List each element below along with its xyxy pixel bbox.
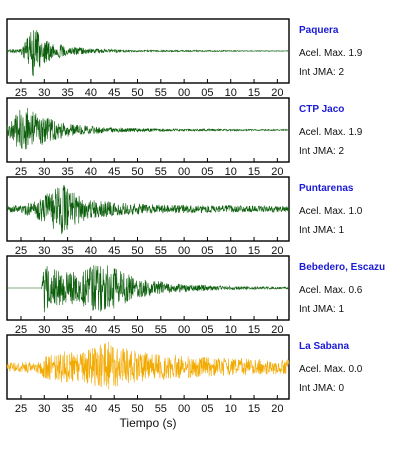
max-acceleration: Acel. Max. 1.9: [299, 48, 363, 59]
x-tick-label: 05: [201, 403, 213, 415]
x-tick-label: 15: [248, 403, 260, 415]
max-acceleration: Acel. Max. 1.0: [299, 206, 363, 217]
x-tick-label: 35: [61, 166, 73, 178]
x-tick-label: 55: [155, 166, 167, 178]
x-tick-label: 10: [225, 166, 237, 178]
x-tick-label: 40: [85, 87, 97, 99]
x-tick-label: 30: [38, 87, 50, 99]
x-tick-label: 30: [38, 324, 50, 336]
x-tick-label: 45: [108, 403, 120, 415]
x-tick-label: 50: [131, 403, 143, 415]
x-tick-label: 05: [201, 324, 213, 336]
x-tick-label: 25: [15, 245, 27, 257]
x-tick-label: 25: [15, 87, 27, 99]
x-tick-label: 10: [225, 324, 237, 336]
jma-intensity: Int JMA: 0: [299, 383, 344, 394]
waveform-trace: [6, 107, 290, 150]
jma-intensity: Int JMA: 2: [299, 146, 344, 157]
x-tick-label: 50: [131, 245, 143, 257]
max-acceleration: Acel. Max. 0.6: [299, 285, 363, 296]
x-tick-label: 15: [248, 166, 260, 178]
x-tick-label: 55: [155, 87, 167, 99]
x-tick-label: 40: [85, 166, 97, 178]
x-tick-label: 55: [155, 403, 167, 415]
waveform-trace: [7, 265, 290, 313]
waveform-trace: [6, 30, 290, 77]
x-tick-label: 20: [271, 324, 283, 336]
x-tick-label: 05: [201, 87, 213, 99]
x-tick-label: 05: [201, 166, 213, 178]
x-tick-label: 10: [225, 245, 237, 257]
x-tick-label: 50: [131, 87, 143, 99]
x-tick-label: 00: [178, 403, 190, 415]
x-tick-label: 45: [108, 166, 120, 178]
station-name: La Sabana: [299, 341, 349, 352]
x-tick-label: 35: [61, 324, 73, 336]
panel-2: 25 30 35 40 45 50 55 00 05 10 15 20 CTP Jaco Acel. Ma…: [6, 97, 363, 178]
x-tick-label: 40: [85, 245, 97, 257]
panel-1: 25 30 35 40 45 50 55 00 05 10 15 20 Paquera Acel. Max…: [6, 18, 363, 99]
panel-3: 25 30 35 40 45 50 55 00 05 10 15 20 Puntarenas Acel. …: [6, 176, 363, 257]
max-acceleration: Acel. Max. 1.9: [299, 127, 363, 138]
x-tick-label: 10: [225, 87, 237, 99]
x-tick-label: 15: [248, 87, 260, 99]
x-tick-label: 30: [38, 403, 50, 415]
x-tick-label: 30: [38, 166, 50, 178]
jma-intensity: Int JMA: 1: [299, 304, 344, 315]
x-tick-label: 35: [61, 403, 73, 415]
panel-4: 25 30 35 40 45 50 55 00 05 10 15 20 Bebedero, Escazu…: [6, 255, 385, 336]
x-tick-label: 00: [178, 87, 190, 99]
x-tick-label: 20: [271, 166, 283, 178]
x-tick-label: 45: [108, 324, 120, 336]
x-tick-label: 20: [271, 245, 283, 257]
x-tick-label: 20: [271, 403, 283, 415]
x-tick-label: 45: [108, 245, 120, 257]
x-tick-label: 35: [61, 87, 73, 99]
x-tick-label: 40: [85, 403, 97, 415]
x-tick-label: 20: [271, 87, 283, 99]
station-name: Puntarenas: [299, 183, 354, 194]
x-tick-label: 40: [85, 324, 97, 336]
jma-intensity: Int JMA: 1: [299, 225, 344, 236]
x-tick-label: 45: [108, 87, 120, 99]
x-tick-label: 55: [155, 245, 167, 257]
x-tick-label: 25: [15, 403, 27, 415]
x-tick-label: 00: [178, 245, 190, 257]
jma-intensity: Int JMA: 2: [299, 67, 344, 78]
waveform-trace: [6, 184, 290, 235]
x-tick-label: 25: [15, 324, 27, 336]
max-acceleration: Acel. Max. 0.0: [299, 364, 363, 375]
x-tick-label: 50: [131, 166, 143, 178]
x-tick-label: 10: [225, 403, 237, 415]
station-name: CTP Jaco: [299, 104, 344, 115]
x-tick-label: 50: [131, 324, 143, 336]
panel-frame: [6, 176, 290, 242]
x-tick-label: 00: [178, 166, 190, 178]
x-tick-label: 55: [155, 324, 167, 336]
station-name: Paquera: [299, 25, 339, 36]
x-tick-label: 25: [15, 166, 27, 178]
x-tick-label: 30: [38, 245, 50, 257]
panel-5: 25 30 35 40 45 50 55 00 05 10 15 20 La Sabana Acel. M…: [6, 334, 363, 415]
x-tick-label: 15: [248, 245, 260, 257]
x-tick-label: 05: [201, 245, 213, 257]
x-tick-label: 15: [248, 324, 260, 336]
x-axis-title: Tiempo (s): [120, 416, 177, 430]
station-name: Bebedero, Escazu: [299, 262, 385, 273]
waveform-trace: [6, 341, 290, 390]
x-tick-label: 35: [61, 245, 73, 257]
x-tick-label: 00: [178, 324, 190, 336]
